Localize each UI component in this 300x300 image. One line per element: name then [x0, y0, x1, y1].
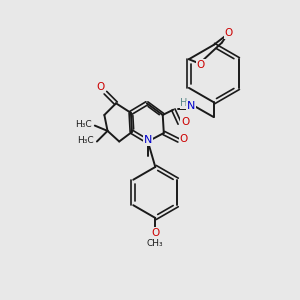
Text: O: O — [180, 134, 188, 144]
Text: H₃C: H₃C — [75, 120, 92, 129]
Text: H: H — [180, 98, 188, 108]
Text: O: O — [151, 228, 159, 238]
Text: N: N — [144, 135, 152, 146]
Text: O: O — [181, 117, 189, 128]
Text: O: O — [196, 59, 205, 70]
Text: H₃C: H₃C — [77, 136, 94, 145]
Text: CH₃: CH₃ — [147, 239, 164, 248]
Text: N: N — [187, 101, 196, 112]
Text: O: O — [224, 28, 233, 38]
Text: O: O — [96, 82, 104, 92]
